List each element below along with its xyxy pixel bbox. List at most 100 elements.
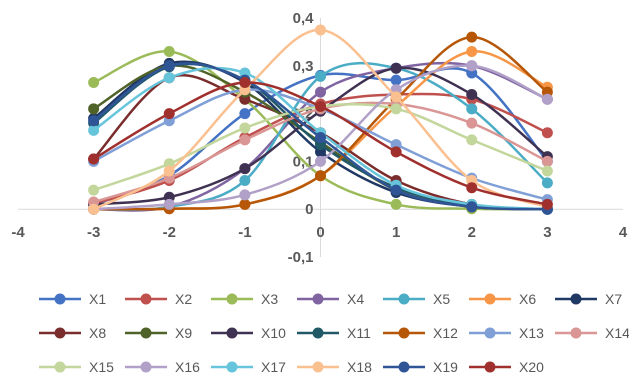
legend-marker: [54, 361, 66, 373]
data-point: [239, 189, 251, 201]
data-point: [239, 198, 251, 210]
data-point: [390, 103, 402, 115]
legend-item-x16: X16: [125, 359, 200, 375]
legend-label: X15: [89, 359, 114, 375]
data-point: [315, 132, 326, 143]
legend-label: X13: [519, 325, 544, 341]
legend-marker: [398, 327, 410, 339]
data-point: [315, 170, 326, 182]
data-point: [315, 86, 326, 98]
data-point: [466, 201, 478, 213]
legend-marker: [54, 327, 66, 339]
legend-label: X17: [261, 359, 286, 375]
legend-item-x5: X5: [383, 291, 450, 307]
data-point: [466, 117, 478, 129]
legend-label: X3: [261, 291, 278, 307]
y-tick-label: 0,3: [293, 58, 314, 75]
legend-item-x9: X9: [125, 325, 192, 341]
legend-item-x19: X19: [383, 359, 458, 375]
legend-label: X2: [175, 291, 192, 307]
data-point: [163, 45, 175, 57]
legend-item-x8: X8: [39, 325, 106, 341]
series-x20: [88, 77, 553, 210]
data-point: [390, 91, 402, 103]
data-point: [466, 31, 478, 43]
legend-item-x3: X3: [211, 291, 278, 307]
legend-marker: [398, 361, 410, 373]
legend-item-x17: X17: [211, 359, 286, 375]
x-tick-label: 0: [316, 224, 324, 241]
y-tick-label: -0,1: [288, 249, 314, 266]
legend-label: X16: [175, 359, 200, 375]
legend-label: X14: [605, 325, 629, 341]
x-tick-label: 3: [543, 224, 551, 241]
legend-label: X10: [261, 325, 286, 341]
legend-item-x4: X4: [297, 291, 364, 307]
legend-item-x14: X14: [555, 325, 629, 341]
data-point: [315, 100, 326, 112]
data-point: [390, 62, 402, 74]
data-point: [239, 77, 251, 89]
data-point: [239, 134, 251, 146]
data-point: [88, 203, 100, 215]
data-point: [541, 198, 553, 210]
legend-label: X20: [519, 359, 544, 375]
data-point: [163, 108, 175, 120]
legend-marker: [140, 293, 152, 305]
legend-marker: [484, 361, 496, 373]
data-point: [163, 60, 175, 72]
x-tick-label: -3: [87, 224, 100, 241]
legend-item-x6: X6: [469, 291, 536, 307]
data-point: [541, 155, 553, 167]
data-point: [315, 24, 326, 36]
legend-item-x2: X2: [125, 291, 192, 307]
legend-label: X6: [519, 291, 536, 307]
data-point: [390, 184, 402, 196]
data-point: [239, 122, 251, 134]
y-tick-label: 0: [305, 201, 313, 218]
data-point: [466, 182, 478, 194]
data-point: [315, 70, 326, 82]
legend-marker: [484, 293, 496, 305]
data-point: [163, 198, 175, 210]
data-point: [390, 74, 402, 86]
data-point: [466, 103, 478, 115]
x-tick-label: 4: [619, 224, 628, 241]
data-point: [541, 93, 553, 105]
legend-marker: [398, 293, 410, 305]
data-point: [239, 108, 251, 120]
legend-marker: [312, 361, 324, 373]
data-point: [88, 115, 100, 127]
legend-marker: [226, 361, 238, 373]
y-tick-label: 0,4: [293, 10, 315, 27]
data-point: [88, 153, 100, 165]
legend-marker: [312, 327, 324, 339]
data-point: [541, 177, 553, 189]
legend-label: X7: [605, 291, 622, 307]
legend-item-x11: X11: [297, 325, 371, 341]
data-point: [163, 165, 175, 177]
x-tick-label: 1: [392, 224, 400, 241]
data-point: [466, 134, 478, 146]
legend-marker: [226, 327, 238, 339]
legend-item-x12: X12: [383, 325, 458, 341]
x-tick-label: -1: [238, 224, 251, 241]
data-point: [163, 72, 175, 84]
legend-item-x15: X15: [39, 359, 114, 375]
legend-label: X8: [89, 325, 106, 341]
data-point: [88, 184, 100, 196]
legend-marker: [484, 327, 496, 339]
legend-item-x7: X7: [555, 291, 622, 307]
legend-label: X1: [89, 291, 106, 307]
legend-item-x13: X13: [469, 325, 544, 341]
data-point: [466, 88, 478, 100]
legend-item-x20: X20: [469, 359, 544, 375]
legend-label: X12: [433, 325, 458, 341]
data-point: [88, 124, 100, 136]
data-point: [390, 146, 402, 158]
legend-label: X5: [433, 291, 450, 307]
data-point: [88, 77, 100, 89]
legend-label: X4: [347, 291, 364, 307]
